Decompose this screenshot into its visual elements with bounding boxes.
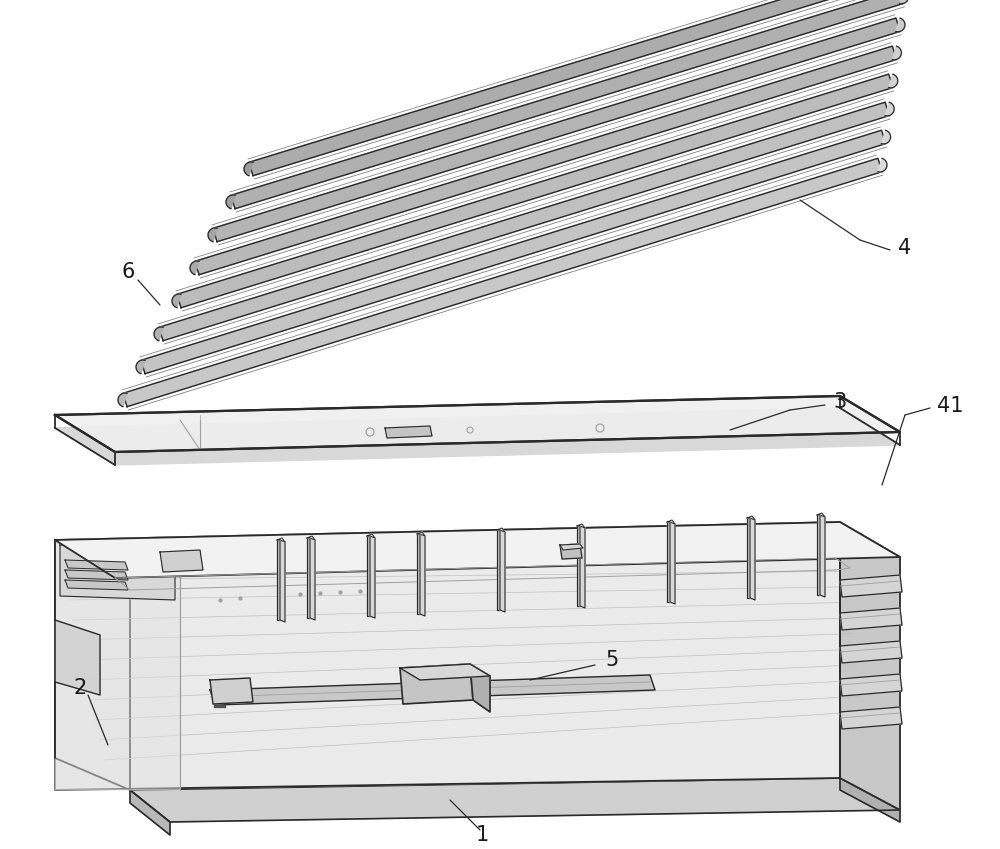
Polygon shape bbox=[747, 516, 755, 520]
Polygon shape bbox=[497, 530, 500, 610]
Polygon shape bbox=[65, 580, 128, 590]
Polygon shape bbox=[55, 540, 180, 790]
Polygon shape bbox=[667, 520, 675, 524]
Polygon shape bbox=[840, 522, 900, 810]
Polygon shape bbox=[141, 130, 886, 374]
Polygon shape bbox=[307, 536, 315, 540]
Polygon shape bbox=[154, 327, 163, 340]
Polygon shape bbox=[385, 426, 432, 438]
Polygon shape bbox=[500, 530, 505, 612]
Polygon shape bbox=[670, 522, 675, 604]
Polygon shape bbox=[159, 102, 889, 340]
Polygon shape bbox=[55, 396, 900, 452]
Polygon shape bbox=[878, 158, 887, 172]
Polygon shape bbox=[55, 540, 130, 790]
Polygon shape bbox=[400, 664, 490, 680]
Polygon shape bbox=[820, 515, 825, 597]
Text: 1: 1 bbox=[475, 825, 489, 845]
Polygon shape bbox=[882, 130, 891, 144]
Polygon shape bbox=[172, 294, 181, 307]
Polygon shape bbox=[840, 674, 902, 696]
Polygon shape bbox=[497, 528, 505, 532]
Polygon shape bbox=[840, 641, 902, 663]
Polygon shape bbox=[885, 102, 894, 116]
Polygon shape bbox=[65, 570, 128, 580]
Text: 5: 5 bbox=[605, 650, 619, 670]
Polygon shape bbox=[249, 0, 907, 176]
Polygon shape bbox=[195, 46, 896, 275]
Polygon shape bbox=[213, 18, 900, 242]
Polygon shape bbox=[840, 575, 902, 597]
Polygon shape bbox=[159, 102, 889, 340]
Polygon shape bbox=[123, 158, 882, 407]
Polygon shape bbox=[177, 74, 893, 307]
Polygon shape bbox=[667, 522, 670, 602]
Polygon shape bbox=[195, 46, 896, 275]
Polygon shape bbox=[208, 228, 217, 242]
Text: 4: 4 bbox=[898, 238, 912, 258]
Polygon shape bbox=[367, 534, 375, 538]
Polygon shape bbox=[367, 536, 370, 616]
Polygon shape bbox=[310, 538, 315, 620]
Polygon shape bbox=[560, 544, 583, 550]
Polygon shape bbox=[55, 522, 840, 790]
Polygon shape bbox=[55, 522, 900, 578]
Polygon shape bbox=[249, 0, 907, 176]
Polygon shape bbox=[889, 74, 898, 87]
Polygon shape bbox=[840, 707, 902, 729]
Polygon shape bbox=[307, 538, 310, 618]
Polygon shape bbox=[231, 0, 904, 209]
Polygon shape bbox=[55, 408, 900, 465]
Polygon shape bbox=[840, 608, 902, 630]
Polygon shape bbox=[577, 524, 585, 528]
Polygon shape bbox=[750, 518, 755, 600]
Polygon shape bbox=[130, 778, 900, 822]
Polygon shape bbox=[277, 540, 280, 620]
Polygon shape bbox=[123, 158, 882, 407]
Polygon shape bbox=[370, 536, 375, 618]
Polygon shape bbox=[55, 620, 100, 695]
Polygon shape bbox=[213, 18, 900, 242]
Polygon shape bbox=[190, 261, 199, 275]
Polygon shape bbox=[420, 534, 425, 616]
Polygon shape bbox=[900, 0, 909, 3]
Polygon shape bbox=[817, 513, 825, 517]
Polygon shape bbox=[136, 360, 145, 374]
Polygon shape bbox=[840, 778, 900, 822]
Polygon shape bbox=[277, 538, 285, 542]
Polygon shape bbox=[417, 534, 420, 614]
Polygon shape bbox=[231, 0, 904, 209]
Text: 3: 3 bbox=[833, 392, 847, 412]
Polygon shape bbox=[177, 74, 893, 307]
Polygon shape bbox=[580, 526, 585, 608]
Polygon shape bbox=[210, 678, 253, 704]
Polygon shape bbox=[141, 130, 886, 374]
Polygon shape bbox=[244, 162, 253, 176]
Polygon shape bbox=[60, 545, 175, 600]
Polygon shape bbox=[892, 46, 901, 59]
Polygon shape bbox=[65, 560, 128, 570]
Polygon shape bbox=[226, 195, 235, 209]
Polygon shape bbox=[577, 526, 580, 606]
Polygon shape bbox=[118, 393, 127, 407]
Polygon shape bbox=[417, 532, 425, 536]
Polygon shape bbox=[896, 18, 905, 31]
Polygon shape bbox=[210, 675, 655, 705]
Polygon shape bbox=[747, 518, 750, 598]
Polygon shape bbox=[400, 664, 473, 704]
Polygon shape bbox=[130, 790, 170, 835]
Text: 2: 2 bbox=[73, 678, 87, 698]
Text: 6: 6 bbox=[121, 262, 135, 282]
Polygon shape bbox=[560, 544, 582, 559]
Polygon shape bbox=[817, 515, 820, 595]
Text: 41: 41 bbox=[937, 396, 963, 416]
Polygon shape bbox=[280, 540, 285, 622]
Polygon shape bbox=[470, 664, 490, 712]
Polygon shape bbox=[55, 396, 900, 452]
Polygon shape bbox=[160, 550, 203, 572]
